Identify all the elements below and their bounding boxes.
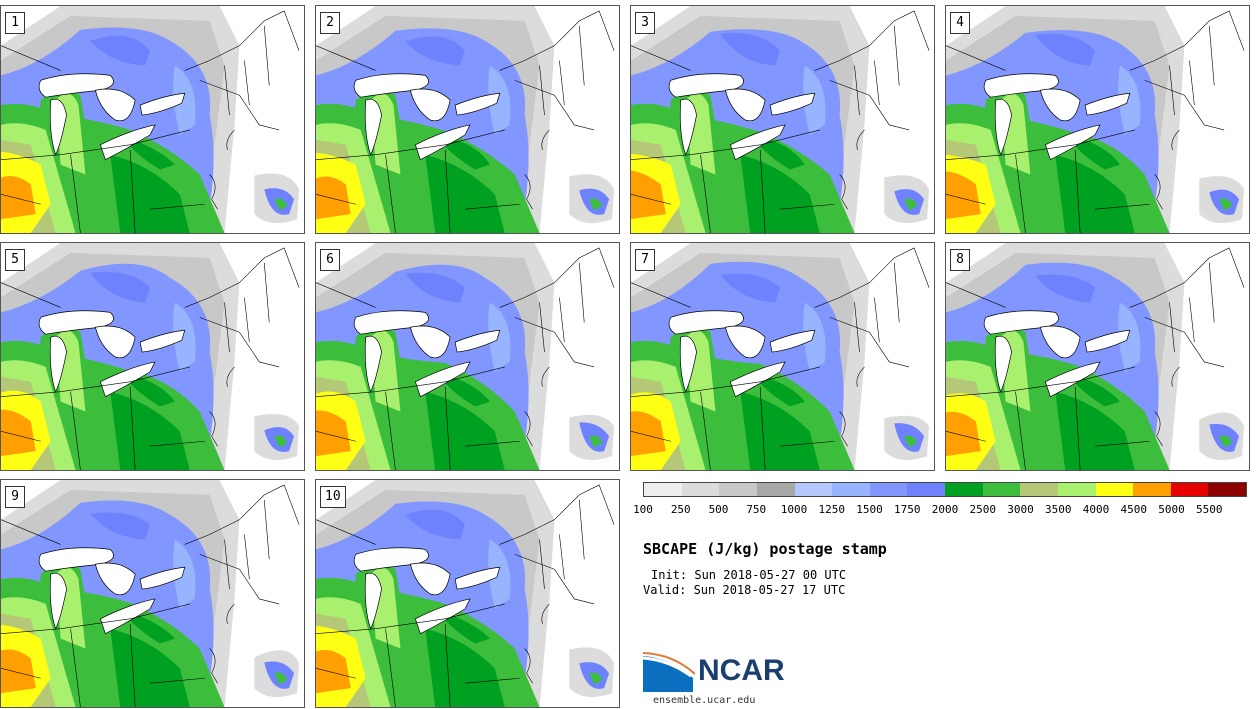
map-image <box>1 480 304 707</box>
panel-number: 4 <box>950 12 970 34</box>
panel-number: 9 <box>5 486 25 508</box>
colorbar-swatch <box>681 483 720 496</box>
colorbar-swatch <box>945 483 983 496</box>
map-panel: 9 <box>0 479 305 708</box>
colorbar-tick-label: 2500 <box>969 503 997 516</box>
colorbar-tick-label: 5000 <box>1158 503 1185 516</box>
ncar-logo-text: NCAR <box>698 654 785 687</box>
colorbar-swatch <box>1208 483 1246 496</box>
colorbar-tick-label: 3000 <box>1007 503 1034 516</box>
colorbar-swatch <box>907 483 945 496</box>
panel-number: 6 <box>320 249 340 271</box>
ncar-logo: NCAR <box>642 652 793 694</box>
colorbar-swatch <box>1170 483 1209 496</box>
map-image <box>631 6 934 233</box>
colorbar-swatch <box>794 483 833 496</box>
map-panel: 1 <box>0 5 305 234</box>
colorbar-swatch <box>1057 483 1096 496</box>
map-image <box>316 6 619 233</box>
map-panel: 8 <box>945 242 1250 471</box>
colorbar-swatch <box>1095 483 1134 496</box>
valid-time: Valid: Sun 2018-05-27 17 UTC <box>643 583 846 597</box>
colorbar-tick-label: 1750 <box>894 503 921 516</box>
colorbar-tick-label: 1000 <box>780 503 808 516</box>
panel-number: 10 <box>320 486 346 508</box>
colorbar-swatch <box>832 483 870 496</box>
colorbar-tick-label: 3500 <box>1045 503 1072 516</box>
colorbar-tick-label: 1500 <box>856 503 883 516</box>
panel-number: 2 <box>320 12 340 34</box>
colorbar-swatch <box>869 483 908 496</box>
chart-title: SBCAPE (J/kg) postage stamp <box>643 540 887 558</box>
colorbar-labels: 100 250 500 750 1000 1250 1500 1750 2000 2500 3000… <box>633 503 1247 517</box>
colorbar-tick-label: 5500 <box>1196 503 1223 516</box>
map-image <box>316 480 619 707</box>
map-panel: 2 <box>315 5 620 234</box>
colorbar-tick-label: 750 <box>746 503 767 516</box>
colorbar-tick-label: 250 <box>670 503 691 516</box>
panel-number: 8 <box>950 249 970 271</box>
ncar-logo-icon <box>642 652 696 692</box>
map-panel: 7 <box>630 242 935 471</box>
colorbar-tick-label: 100 <box>633 503 653 516</box>
map-image <box>946 243 1249 470</box>
colorbar-swatch <box>1133 483 1171 496</box>
init-time: Init: Sun 2018-05-27 00 UTC <box>651 568 847 582</box>
colorbar-swatch <box>982 483 1021 496</box>
colorbar-tick-label: 4500 <box>1120 503 1148 516</box>
map-image <box>631 243 934 470</box>
map-panel: 6 <box>315 242 620 471</box>
site-url[interactable]: ensemble.ucar.edu <box>653 695 756 706</box>
panel-number: 5 <box>5 249 25 271</box>
panel-number: 7 <box>635 249 655 271</box>
colorbar-tick-label: 2000 <box>931 503 959 516</box>
colorbar-tick-label: 4000 <box>1082 503 1110 516</box>
colorbar-tick-label: 500 <box>708 503 729 516</box>
map-panel: 3 <box>630 5 935 234</box>
colorbar-swatch <box>1020 483 1058 496</box>
map-panel: 10 <box>315 479 620 708</box>
map-image <box>1 243 304 470</box>
panel-number: 3 <box>635 12 655 34</box>
colorbar-swatch <box>644 483 682 496</box>
map-image <box>316 243 619 470</box>
colorbar-tick-label: 1250 <box>818 503 846 516</box>
panel-number: 1 <box>5 12 25 34</box>
colorbar-swatch <box>756 483 795 496</box>
map-image <box>1 6 304 233</box>
colorbar-swatch <box>719 483 757 496</box>
map-image <box>946 6 1249 233</box>
colorbar <box>643 482 1247 497</box>
map-panel: 5 <box>0 242 305 471</box>
map-panel: 4 <box>945 5 1250 234</box>
